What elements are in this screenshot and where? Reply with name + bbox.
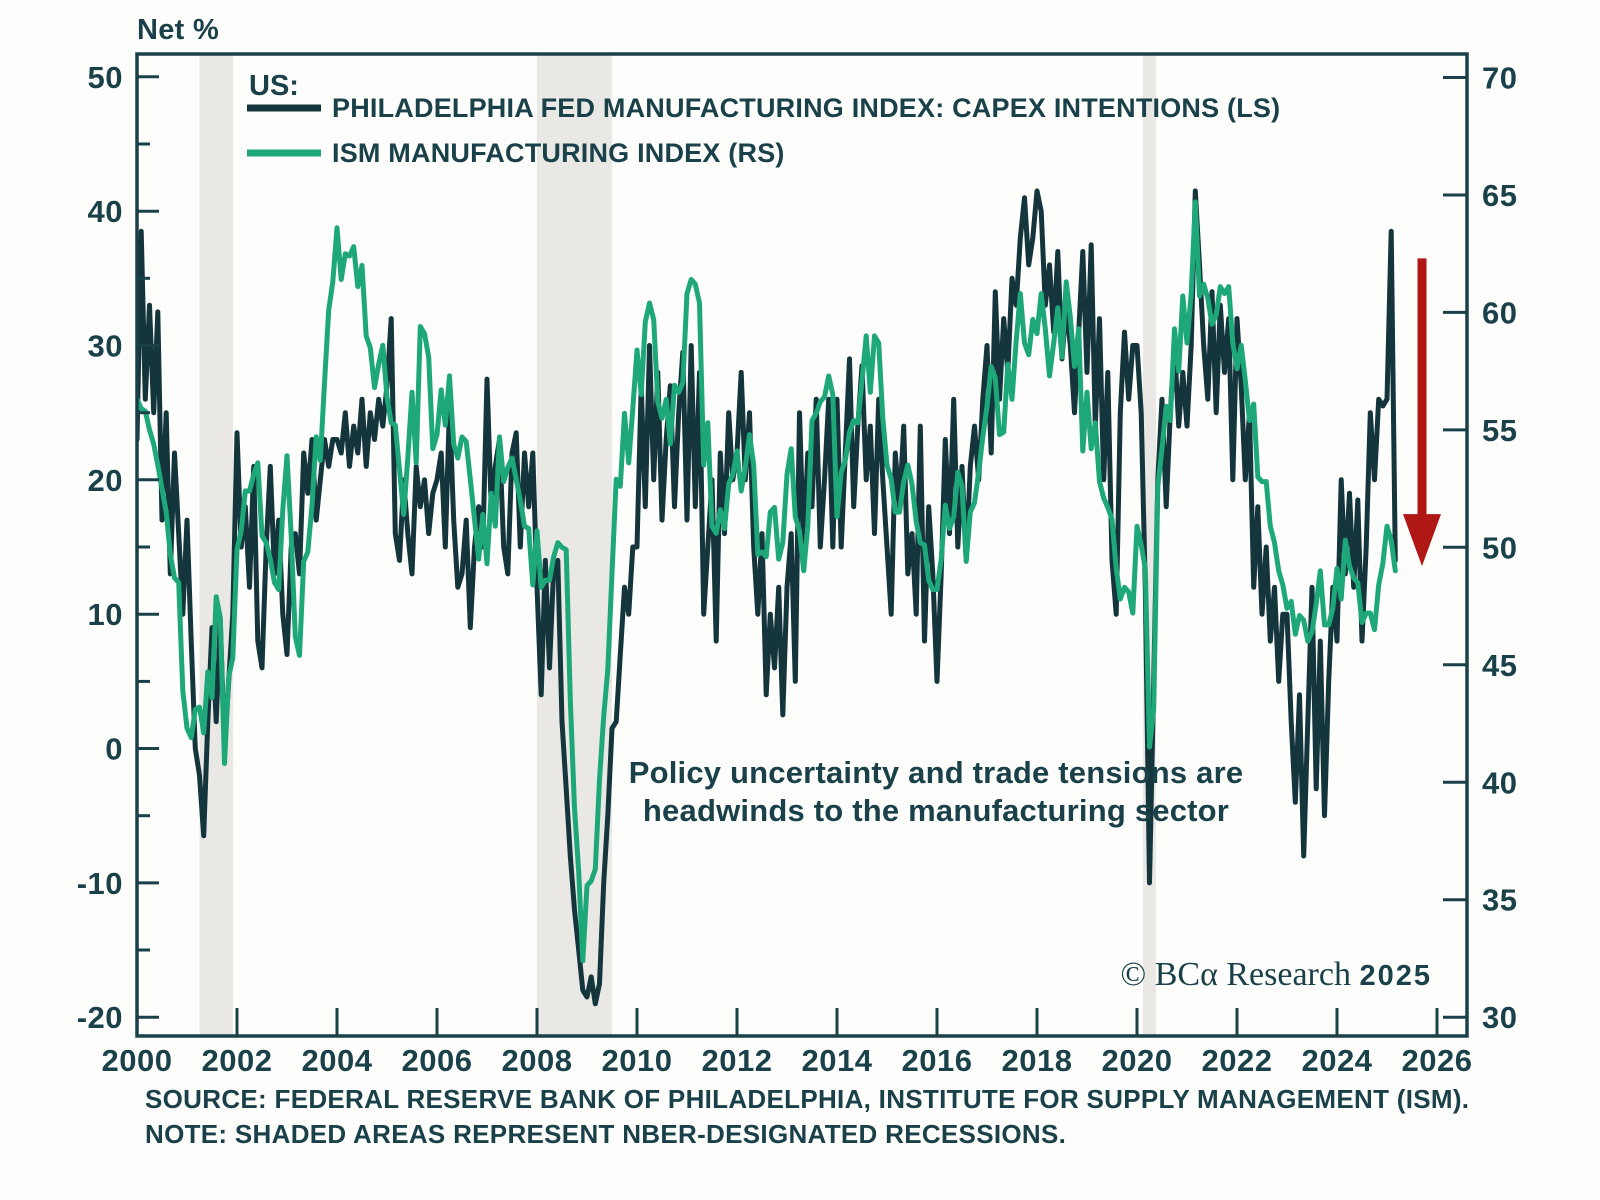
right-axis-tick-label: 60: [1482, 295, 1517, 330]
left-axis-tick-label: -20: [77, 1000, 123, 1035]
watermark: © BCα Research 2025: [1120, 956, 1432, 993]
right-axis-tick-label: 45: [1482, 648, 1517, 683]
philly-fed-legend-label: PHILADELPHIA FED MANUFACTURING INDEX: CA…: [332, 93, 1280, 123]
x-axis-tick-label: 2020: [1102, 1043, 1173, 1078]
recession-bands: [199, 55, 1156, 1035]
left-axis-tick-label: 20: [88, 463, 123, 498]
left-axis-tick-label: -10: [77, 866, 123, 901]
legend: US: PHILADELPHIA FED MANUFACTURING INDEX…: [247, 70, 1280, 168]
philly-fed-capex-line: [137, 188, 1398, 1007]
note-line: NOTE: SHADED AREAS REPRESENT NBER-DESIGN…: [145, 1119, 1066, 1149]
left-axis-title: Net %: [137, 14, 219, 46]
recession-band: [537, 55, 612, 1035]
recession-band: [199, 55, 233, 1035]
watermark-year: 2025: [1359, 960, 1432, 992]
left-axis-tick-label: 0: [105, 732, 123, 767]
left-axis-tick-label: 40: [88, 194, 123, 229]
down-arrow-head: [1403, 514, 1441, 567]
axis-ticks: [135, 75, 1467, 1036]
plot-border: [135, 52, 1469, 1038]
right-axis-tick-label: 50: [1482, 530, 1517, 565]
down-arrow-icon: [1403, 258, 1441, 567]
x-axis-tick-label: 2026: [1402, 1043, 1473, 1078]
x-axis-tick-label: 2012: [702, 1043, 773, 1078]
right-axis-tick-label: 35: [1482, 883, 1517, 918]
x-axis-tick-label: 2014: [802, 1043, 873, 1078]
right-axis-tick-label: 30: [1482, 1000, 1517, 1035]
right-axis-tick-label: 40: [1482, 765, 1517, 800]
source-line: SOURCE: FEDERAL RESERVE BANK OF PHILADEL…: [145, 1084, 1469, 1114]
x-axis-tick-label: 2018: [1002, 1043, 1073, 1078]
x-axis-tick-label: 2004: [302, 1043, 373, 1078]
watermark-brand: © BCα Research: [1120, 956, 1359, 993]
annotation-callout: Policy uncertainty and trade tensions ar…: [629, 755, 1244, 828]
annotation-line-2: headwinds to the manufacturing sector: [643, 793, 1229, 828]
legend-group-label: US:: [249, 70, 299, 102]
left-axis-tick-label: 50: [88, 60, 123, 95]
x-axis-tick-label: 2002: [202, 1043, 273, 1078]
x-axis-tick-label: 2006: [402, 1043, 473, 1078]
ism-manufacturing-line: [137, 199, 1398, 964]
annotation-line-1: Policy uncertainty and trade tensions ar…: [629, 755, 1244, 790]
x-axis-tick-label: 2022: [1202, 1043, 1273, 1078]
right-axis-tick-label: 55: [1482, 413, 1517, 448]
ism-legend-label: ISM MANUFACTURING INDEX (RS): [332, 138, 785, 168]
left-axis-tick-label: 10: [88, 597, 123, 632]
left-axis-tick-label: 30: [88, 329, 123, 364]
x-axis-tick-label: 2000: [102, 1043, 173, 1078]
x-axis-tick-label: 2010: [602, 1043, 673, 1078]
right-axis-tick-label: 65: [1482, 178, 1517, 213]
right-axis-tick-label: 70: [1482, 61, 1517, 96]
x-axis-tick-label: 2016: [902, 1043, 973, 1078]
x-axis-tick-label: 2008: [502, 1043, 573, 1078]
x-axis-tick-label: 2024: [1302, 1043, 1373, 1078]
